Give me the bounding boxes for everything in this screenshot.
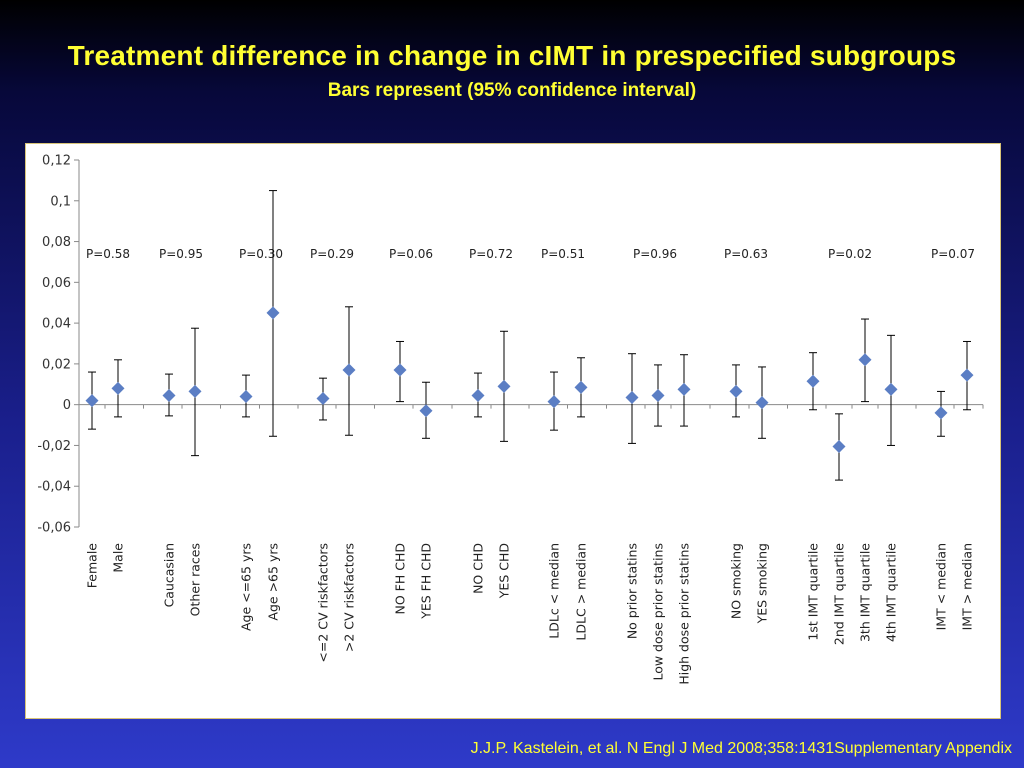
data-point-marker xyxy=(393,363,407,377)
data-point-marker xyxy=(111,381,125,395)
slide-title: Treatment difference in change in cIMT i… xyxy=(67,40,957,71)
y-tick-label: 0,04 xyxy=(42,317,71,332)
category-label: NO FH CHD xyxy=(393,543,408,614)
y-tick-label: 0,02 xyxy=(42,357,71,372)
data-point-marker xyxy=(547,395,561,409)
data-point-marker xyxy=(419,404,433,418)
p-value-label: P=0.51 xyxy=(541,247,585,261)
category-label: 1st IMT quartile xyxy=(806,543,821,641)
category-label: High dose prior statins xyxy=(677,543,692,685)
category-label: Female xyxy=(85,543,100,589)
data-point-marker xyxy=(651,388,665,402)
category-label: IMT < median xyxy=(934,543,949,630)
data-point-marker xyxy=(316,392,330,406)
category-label: IMT > median xyxy=(960,543,975,630)
p-value-label: P=0.63 xyxy=(724,247,768,261)
data-point-marker xyxy=(574,380,588,394)
category-label: YES FH CHD xyxy=(419,543,434,620)
data-point-marker xyxy=(266,306,280,320)
p-value-label: P=0.29 xyxy=(310,247,354,261)
y-tick-label: -0,02 xyxy=(37,439,71,454)
p-value-label: P=0.58 xyxy=(86,247,130,261)
data-point-marker xyxy=(85,394,99,408)
category-label: <=2 CV riskfactors xyxy=(316,543,331,663)
category-label: 4th IMT quartile xyxy=(884,543,899,642)
category-label: NO CHD xyxy=(471,543,486,594)
y-tick-label: -0,06 xyxy=(37,521,71,536)
y-tick-label: 0,08 xyxy=(42,235,71,250)
category-label: 2nd IMT quartile xyxy=(832,543,847,645)
p-value-label: P=0.06 xyxy=(389,247,433,261)
category-label: Other races xyxy=(188,543,203,616)
data-point-marker xyxy=(188,384,202,398)
data-point-marker xyxy=(162,388,176,402)
p-value-label: P=0.02 xyxy=(828,247,872,261)
data-point-marker xyxy=(755,396,769,410)
chart-panel: -0,06 -0,04 -0,02 0 0,02 0,04 0,06 0,08 0,1 0,12 P… xyxy=(25,143,1001,719)
y-tick-label: 0,12 xyxy=(42,154,71,169)
data-point-marker xyxy=(497,379,511,393)
category-label: >2 CV riskfactors xyxy=(342,543,357,652)
p-value-label: P=0.72 xyxy=(469,247,513,261)
p-value-label: P=0.95 xyxy=(159,247,203,261)
category-label: YES smoking xyxy=(755,543,770,624)
category-label: Low dose prior statins xyxy=(651,543,666,681)
citation-footer: J.J.P. Kastelein, et al. N Engl J Med 20… xyxy=(470,740,1012,757)
y-tick-label: 0,06 xyxy=(42,276,71,291)
data-point-marker xyxy=(729,384,743,398)
p-value-label: P=0.07 xyxy=(931,247,975,261)
data-point-marker xyxy=(858,353,872,367)
category-label: Caucasian xyxy=(162,543,177,607)
category-label: Age >65 yrs xyxy=(266,543,281,621)
category-label: Male xyxy=(111,543,126,573)
data-point-marker xyxy=(239,390,253,404)
category-label: Age <=65 yrs xyxy=(239,543,254,631)
data-point-marker xyxy=(884,382,898,396)
category-label: No prior statins xyxy=(625,543,640,639)
category-label: YES CHD xyxy=(497,543,512,599)
data-point-marker xyxy=(677,382,691,396)
y-tick-label: -0,04 xyxy=(37,480,71,495)
y-tick-label: 0 xyxy=(63,398,71,413)
data-point-marker xyxy=(342,363,356,377)
p-value-label: P=0.96 xyxy=(633,247,677,261)
y-tick-label: 0,1 xyxy=(50,194,71,209)
slide-subtitle: Bars represent (95% confidence interval) xyxy=(327,80,697,101)
category-label: 3th IMT quartile xyxy=(858,543,873,642)
data-point-marker xyxy=(832,439,846,453)
data-point-marker xyxy=(625,391,639,405)
category-label: NO smoking xyxy=(729,543,744,619)
data-point-marker xyxy=(934,406,948,420)
forest-plot: -0,06 -0,04 -0,02 0 0,02 0,04 0,06 0,08 0,1 0,12 P… xyxy=(37,154,984,685)
data-point-marker xyxy=(471,388,485,402)
category-label: LDLc < median xyxy=(547,543,562,639)
data-point-marker xyxy=(806,374,820,388)
p-value-label: P=0.30 xyxy=(239,247,283,261)
data-point-marker xyxy=(960,368,974,382)
category-label: LDLC > median xyxy=(574,543,589,641)
